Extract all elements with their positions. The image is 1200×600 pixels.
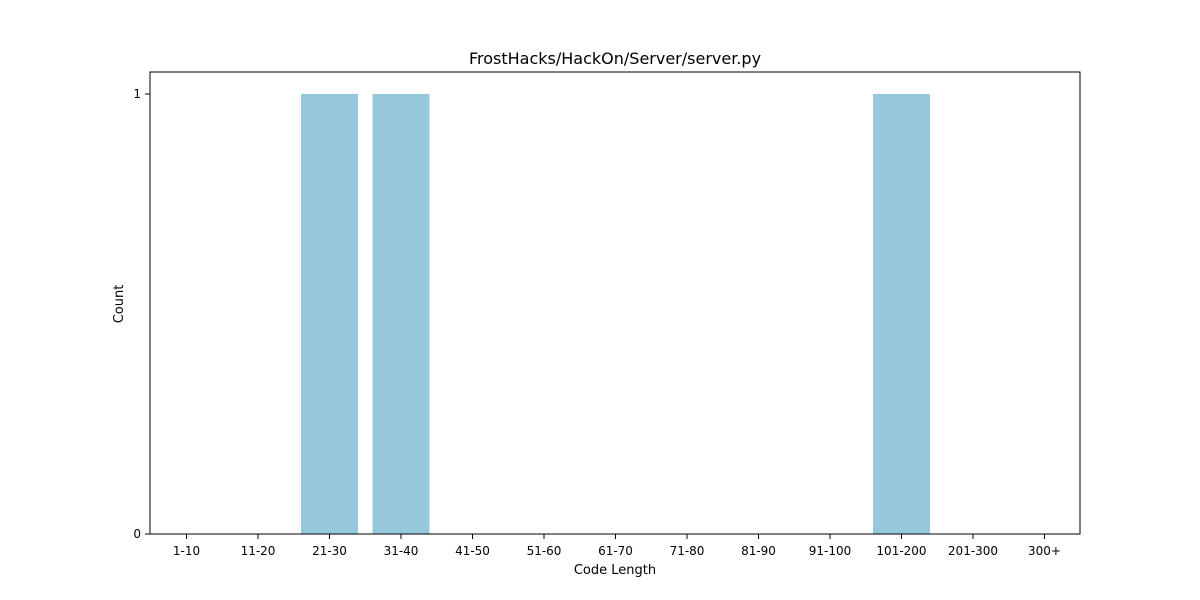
x-tick-label: 81-90 xyxy=(741,544,776,558)
x-tick-label: 41-50 xyxy=(455,544,490,558)
x-axis-label: Code Length xyxy=(574,563,656,578)
y-tick-label: 1 xyxy=(133,87,141,101)
bar-31-40 xyxy=(372,94,430,534)
plot-frame xyxy=(149,71,1081,535)
x-tick-label: 31-40 xyxy=(384,544,419,558)
x-tick-label: 300+ xyxy=(1028,544,1061,558)
x-tick-label: 1-10 xyxy=(173,544,200,558)
x-tick-label: 51-60 xyxy=(527,544,562,558)
y-tick-label: 0 xyxy=(133,527,141,541)
x-tick-label: 91-100 xyxy=(809,544,852,558)
x-tick-label: 201-300 xyxy=(948,544,998,558)
chart-title: FrostHacks/HackOn/Server/server.py xyxy=(469,49,761,68)
x-tick-label: 101-200 xyxy=(876,544,926,558)
y-axis-label: Count xyxy=(112,285,127,324)
x-axis-ticks: 1-10 11-20 21-30 31-40 41-50 51-60 61-70 71-80 8… xyxy=(173,534,1061,558)
x-tick-label: 11-20 xyxy=(241,544,276,558)
bar-101-200 xyxy=(873,94,930,534)
bars-group xyxy=(301,94,930,534)
y-axis-ticks: 01 xyxy=(133,87,150,541)
x-tick-label: 71-80 xyxy=(670,544,705,558)
x-tick-label: 61-70 xyxy=(598,544,633,558)
x-tick-label: 21-30 xyxy=(312,544,347,558)
bar-21-30 xyxy=(301,94,358,534)
